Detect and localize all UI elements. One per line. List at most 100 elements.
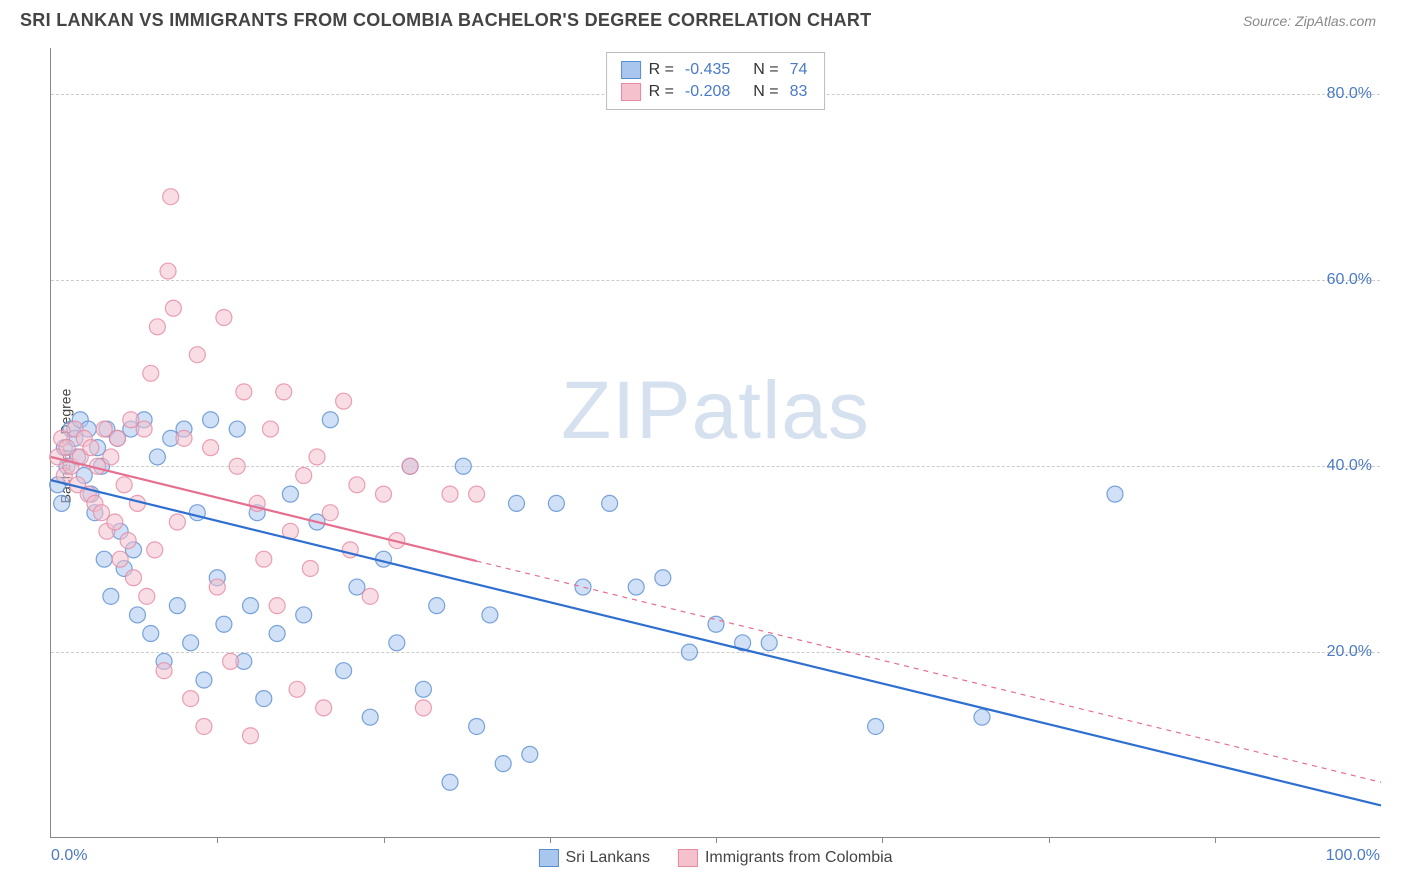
legend-n-label: N = [753, 83, 778, 101]
data-point [415, 681, 431, 697]
data-point [336, 393, 352, 409]
data-point [165, 300, 181, 316]
data-point [302, 560, 318, 576]
data-point [522, 746, 538, 762]
data-point [176, 430, 192, 446]
x-tick [882, 837, 883, 843]
data-point [548, 495, 564, 511]
data-point [469, 718, 485, 734]
data-point [103, 449, 119, 465]
legend-item: Sri Lankans [538, 849, 650, 867]
data-point [83, 440, 99, 456]
data-point [276, 384, 292, 400]
data-point [262, 421, 278, 437]
x-axis-min-label: 0.0% [51, 847, 87, 865]
data-point [160, 263, 176, 279]
data-point [143, 626, 159, 642]
data-point [349, 477, 365, 493]
x-tick [1215, 837, 1216, 843]
data-point [163, 189, 179, 205]
data-point [196, 672, 212, 688]
data-point [322, 412, 338, 428]
data-point [376, 486, 392, 502]
x-tick [550, 837, 551, 843]
data-point [974, 709, 990, 725]
data-point [183, 635, 199, 651]
legend-n-value: 74 [790, 61, 808, 79]
scatter-plot-svg [51, 48, 1380, 837]
data-point [269, 598, 285, 614]
data-point [362, 588, 378, 604]
trend-line-extrapolated [477, 561, 1381, 782]
legend-label: Sri Lankans [565, 849, 650, 867]
data-point [322, 505, 338, 521]
data-point [296, 468, 312, 484]
legend-r-value: -0.435 [685, 61, 730, 79]
data-point [289, 681, 305, 697]
legend-r-label: R = [649, 61, 674, 79]
series-legend: Sri Lankans Immigrants from Colombia [538, 849, 892, 867]
data-point [402, 458, 418, 474]
legend-swatch [621, 83, 641, 101]
data-point [1107, 486, 1123, 502]
data-point [868, 718, 884, 734]
data-point [96, 551, 112, 567]
data-point [156, 663, 172, 679]
data-point [362, 709, 378, 725]
data-point [229, 458, 245, 474]
x-axis-max-label: 100.0% [1326, 847, 1380, 865]
legend-r-label: R = [649, 83, 674, 101]
data-point [203, 412, 219, 428]
data-point [628, 579, 644, 595]
data-point [120, 533, 136, 549]
legend-row: R = -0.208 N = 83 [621, 81, 811, 103]
data-point [223, 653, 239, 669]
data-point [147, 542, 163, 558]
data-point [469, 486, 485, 502]
data-point [149, 319, 165, 335]
data-point [316, 700, 332, 716]
data-point [442, 774, 458, 790]
data-point [236, 384, 252, 400]
data-point [256, 691, 272, 707]
legend-n-label: N = [753, 61, 778, 79]
data-point [256, 551, 272, 567]
data-point [602, 495, 618, 511]
x-tick [217, 837, 218, 843]
chart-area: ZIPatlas 20.0%40.0%60.0%80.0% R = -0.435… [50, 48, 1380, 838]
legend-item: Immigrants from Colombia [678, 849, 893, 867]
data-point [169, 598, 185, 614]
data-point [149, 449, 165, 465]
data-point [575, 579, 591, 595]
legend-n-value: 83 [790, 83, 808, 101]
data-point [54, 495, 70, 511]
data-point [110, 430, 126, 446]
data-point [169, 514, 185, 530]
data-point [203, 440, 219, 456]
data-point [136, 421, 152, 437]
data-point [269, 626, 285, 642]
legend-label: Immigrants from Colombia [705, 849, 893, 867]
legend-row: R = -0.435 N = 74 [621, 59, 811, 81]
source-attribution: Source: ZipAtlas.com [1243, 13, 1376, 29]
data-point [415, 700, 431, 716]
data-point [183, 691, 199, 707]
data-point [229, 421, 245, 437]
data-point [209, 579, 225, 595]
data-point [442, 486, 458, 502]
data-point [243, 598, 259, 614]
data-point [336, 663, 352, 679]
x-tick [1049, 837, 1050, 843]
legend-r-value: -0.208 [685, 83, 730, 101]
chart-title: SRI LANKAN VS IMMIGRANTS FROM COLOMBIA B… [20, 10, 871, 31]
data-point [509, 495, 525, 511]
data-point [282, 486, 298, 502]
data-point [455, 458, 471, 474]
data-point [681, 644, 697, 660]
data-point [129, 607, 145, 623]
data-point [243, 728, 259, 744]
data-point [103, 588, 119, 604]
data-point [196, 718, 212, 734]
legend-swatch [621, 61, 641, 79]
data-point [296, 607, 312, 623]
